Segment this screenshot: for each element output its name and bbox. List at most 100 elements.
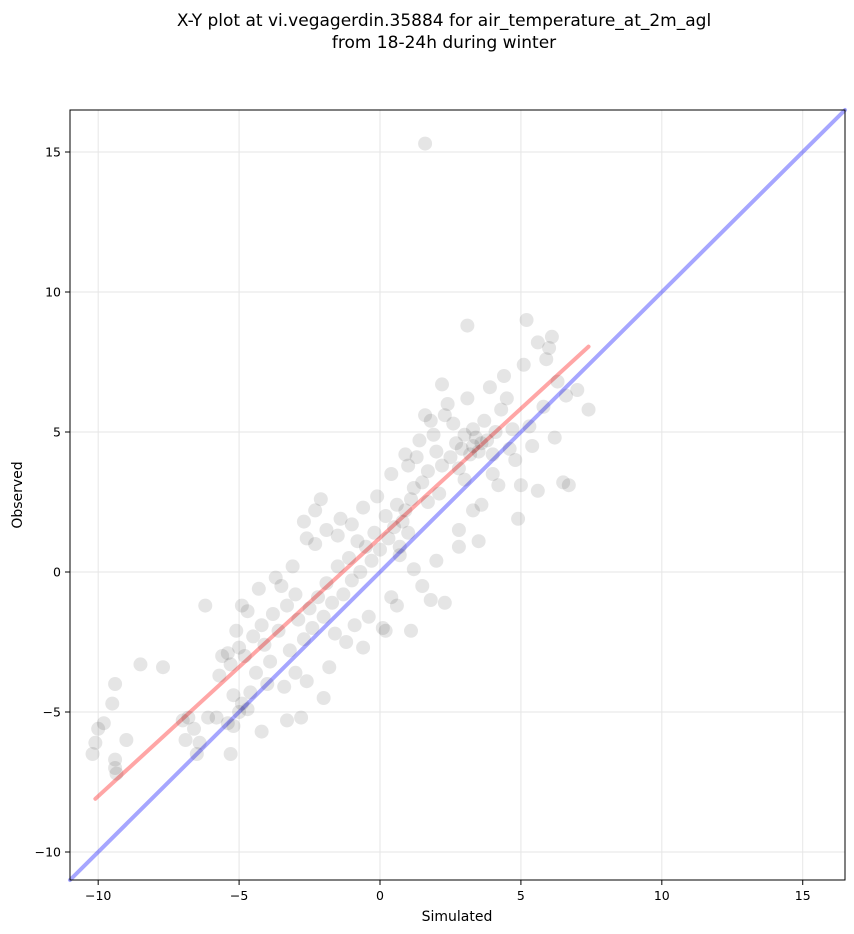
data-point-37 <box>423 593 438 607</box>
data-point-96 <box>342 551 356 565</box>
data-point-133 <box>429 553 444 568</box>
data-point-69 <box>449 436 464 451</box>
data-point-101 <box>316 609 331 624</box>
data-point-71 <box>443 450 458 465</box>
y-tick-label-5: 15 <box>45 145 61 160</box>
data-point-115 <box>254 618 269 633</box>
data-point-35 <box>392 539 407 554</box>
data-point-112 <box>265 607 280 621</box>
data-point-136 <box>491 478 506 493</box>
data-point-79 <box>409 450 424 465</box>
data-point-61 <box>480 433 495 448</box>
data-point-65 <box>466 439 480 453</box>
data-point-8 <box>109 766 124 781</box>
data-point-143 <box>497 369 511 383</box>
y-tick-label-2: 0 <box>53 565 61 580</box>
data-point-168 <box>466 422 480 437</box>
data-point-46 <box>530 483 545 498</box>
data-point-156 <box>308 537 323 551</box>
data-point-129 <box>339 635 354 649</box>
data-point-135 <box>474 497 489 512</box>
data-point-74 <box>429 444 444 459</box>
data-point-62 <box>474 436 489 451</box>
data-point-44 <box>511 511 526 526</box>
data-point-128 <box>322 660 337 675</box>
data-point-98 <box>330 559 345 574</box>
data-point-54 <box>559 388 573 403</box>
data-point-155 <box>319 523 334 537</box>
data-point-150 <box>398 447 413 462</box>
data-point-182 <box>288 665 303 680</box>
data-point-162 <box>313 492 328 507</box>
data-point-11 <box>156 660 170 675</box>
data-point-59 <box>502 441 517 456</box>
data-point-160 <box>251 581 266 596</box>
data-point-114 <box>257 637 272 652</box>
data-point-142 <box>516 357 531 372</box>
data-point-180 <box>347 618 362 633</box>
data-point-83 <box>398 503 413 518</box>
plot-frame <box>69 109 846 881</box>
data-point-27 <box>254 724 269 739</box>
data-point-81 <box>404 492 418 507</box>
data-point-66 <box>463 447 478 462</box>
data-point-107 <box>288 587 303 602</box>
data-point-6 <box>108 752 123 767</box>
data-point-13 <box>178 733 193 747</box>
data-point-60 <box>488 425 503 439</box>
x-tick-label-5: 15 <box>795 888 811 903</box>
data-point-47 <box>418 136 433 151</box>
data-point-43 <box>485 467 500 481</box>
data-point-103 <box>305 621 320 635</box>
fit-line <box>93 344 591 801</box>
data-point-144 <box>482 380 497 395</box>
data-point-164 <box>299 531 314 546</box>
data-point-29 <box>294 710 309 725</box>
data-point-25 <box>234 696 249 711</box>
data-point-163 <box>308 503 323 518</box>
x-tick-label-4: 10 <box>654 888 670 903</box>
data-point-70 <box>446 416 461 431</box>
identity-line <box>68 108 847 882</box>
data-point-75 <box>426 427 441 442</box>
data-point-82 <box>401 458 416 473</box>
data-point-72 <box>437 408 452 423</box>
data-point-104 <box>302 601 317 616</box>
data-point-49 <box>530 335 545 350</box>
data-point-45 <box>513 478 528 493</box>
chart-title-line-1: X-Y plot at vi.vegagerdin.35884 for air_… <box>177 11 711 31</box>
data-point-17 <box>192 735 207 750</box>
data-point-102 <box>311 590 325 605</box>
data-point-137 <box>508 453 523 467</box>
data-point-28 <box>280 713 294 728</box>
data-point-23 <box>226 719 241 733</box>
data-point-39 <box>451 539 466 554</box>
data-point-134 <box>451 523 466 537</box>
data-points <box>85 136 596 781</box>
data-point-176 <box>432 486 447 501</box>
data-point-158 <box>285 559 300 574</box>
data-point-12 <box>175 713 190 728</box>
data-point-166 <box>389 598 404 613</box>
data-point-48 <box>519 313 534 327</box>
data-point-55 <box>570 383 585 397</box>
data-point-178 <box>401 525 416 540</box>
data-point-146 <box>440 397 455 411</box>
reference-lines <box>68 108 847 882</box>
data-point-30 <box>316 691 331 705</box>
data-point-5 <box>108 677 123 691</box>
data-point-22 <box>223 747 238 761</box>
data-point-161 <box>234 598 249 613</box>
data-point-51 <box>544 329 559 344</box>
data-point-116 <box>249 665 263 680</box>
data-point-108 <box>282 643 297 658</box>
data-point-99 <box>325 595 340 610</box>
x-tick-label-2: 0 <box>376 888 384 903</box>
data-point-42 <box>471 534 486 549</box>
data-point-148 <box>423 413 438 428</box>
data-point-113 <box>263 654 278 669</box>
data-point-56 <box>581 402 596 417</box>
data-point-151 <box>384 467 399 481</box>
data-point-89 <box>373 542 387 557</box>
